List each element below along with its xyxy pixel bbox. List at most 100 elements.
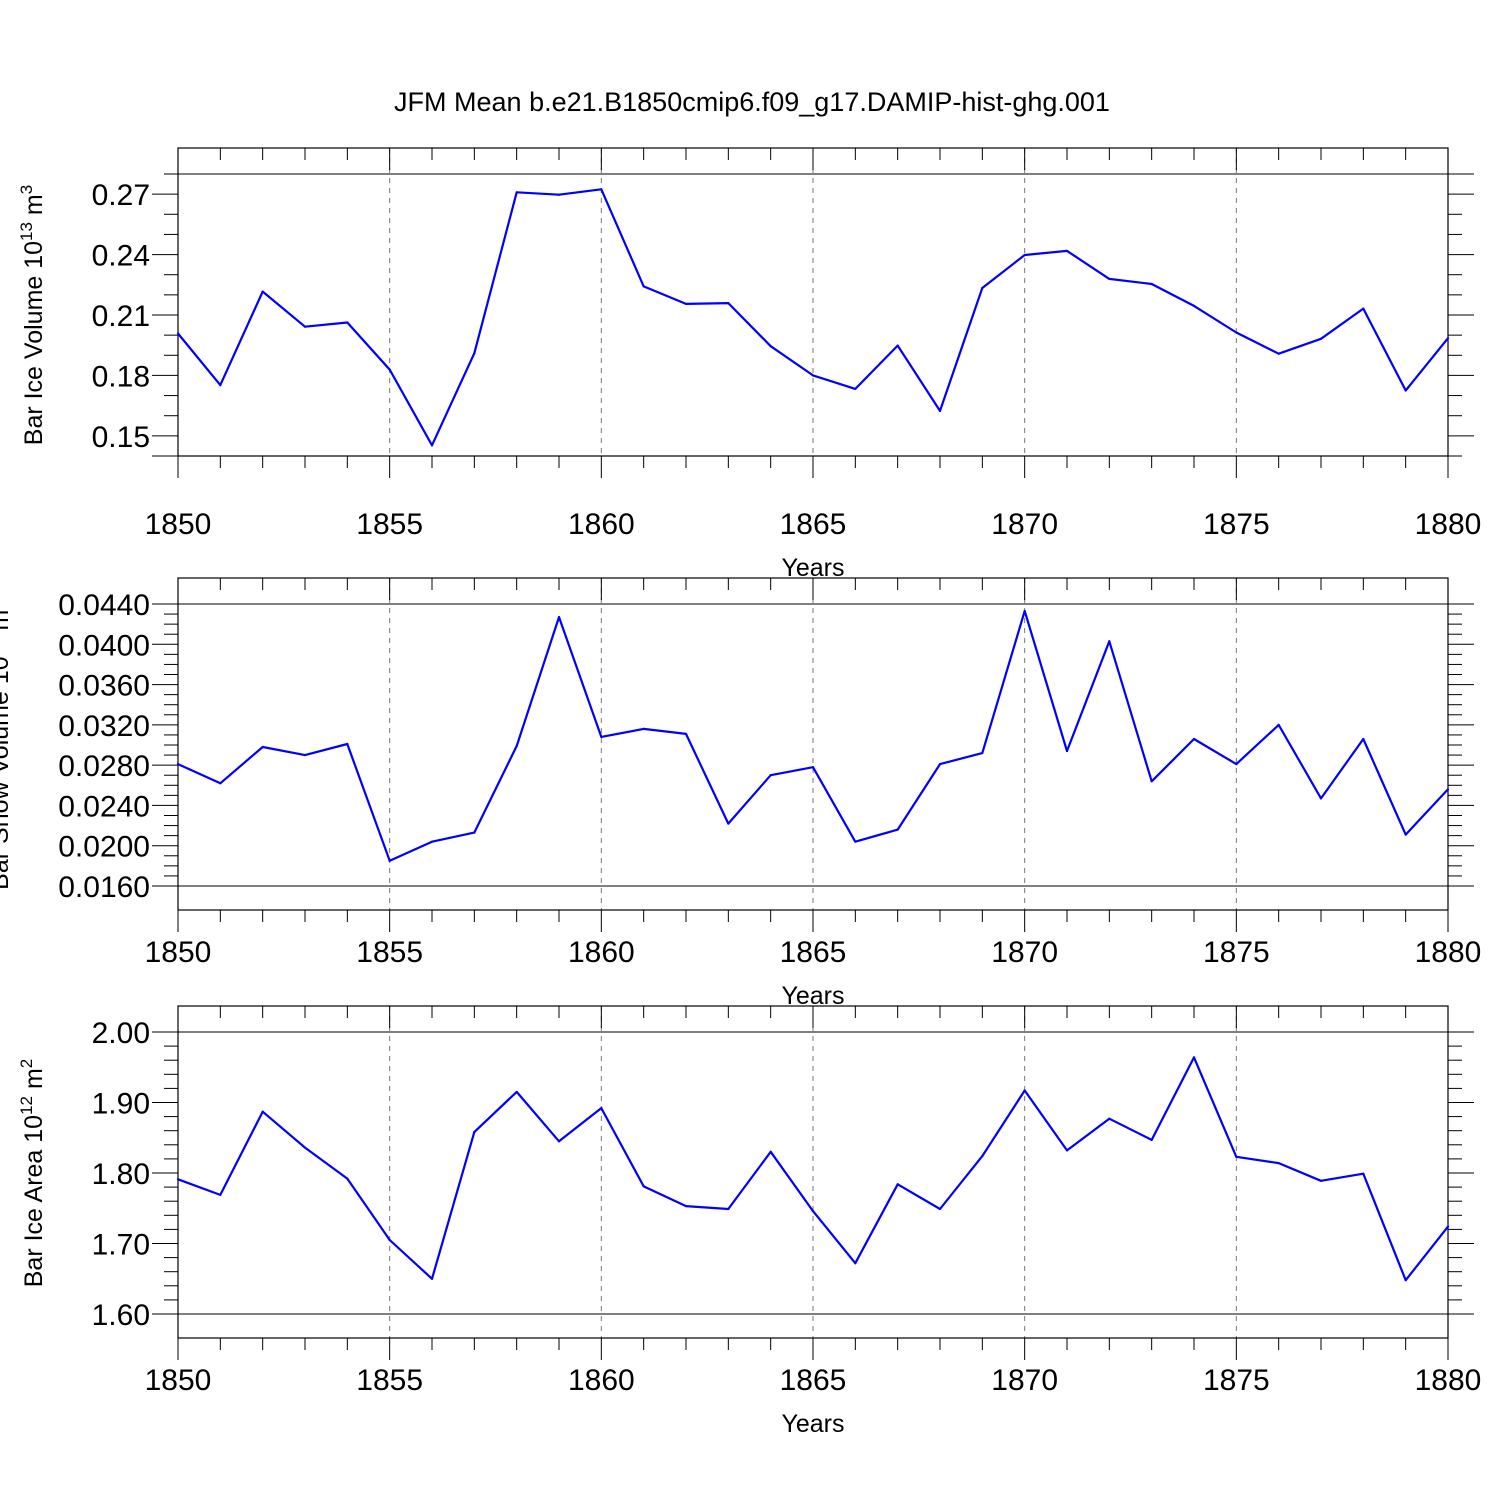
data-point <box>557 1140 561 1143</box>
data-point <box>261 1110 264 1113</box>
x-tick-label: 1880 <box>1415 936 1482 969</box>
x-tick-label: 1860 <box>568 936 635 969</box>
x-tick-label: 1855 <box>356 508 423 541</box>
data-point <box>1192 1056 1196 1059</box>
x-axis-label: Years <box>781 982 844 1010</box>
y-tick-label: 0.24 <box>92 240 150 273</box>
data-point <box>811 374 815 377</box>
data-point <box>896 828 899 831</box>
data-point <box>557 615 561 619</box>
data-point <box>557 193 561 196</box>
data-point <box>854 1262 857 1265</box>
data-point <box>1277 1162 1280 1165</box>
data-point <box>388 368 391 371</box>
y-tick-label: 0.0320 <box>58 710 150 743</box>
x-tick-label: 1865 <box>780 1364 847 1397</box>
y-axis-label: Bar Ice Volume 1013 m3 <box>17 185 48 445</box>
data-point <box>684 732 688 736</box>
data-point <box>981 1154 984 1158</box>
data-point <box>473 352 476 355</box>
data-point <box>854 840 857 843</box>
data-point <box>1277 352 1280 355</box>
y-tick-label: 1.70 <box>92 1229 150 1262</box>
x-tick-label: 1850 <box>145 1364 212 1397</box>
y-tick-label: 0.0200 <box>58 831 150 864</box>
y-tick-label: 0.0160 <box>58 871 150 904</box>
data-point <box>346 321 349 324</box>
data-point <box>600 188 603 191</box>
x-tick-label: 1870 <box>991 1364 1058 1397</box>
data-point <box>303 325 307 328</box>
data-point <box>1404 389 1407 392</box>
data-point <box>600 1107 603 1110</box>
data-point <box>388 859 391 862</box>
x-tick-label: 1875 <box>1203 508 1270 541</box>
data-point <box>938 409 942 412</box>
series-line <box>177 188 1449 447</box>
y-tick-label: 0.18 <box>92 360 150 393</box>
x-tick-label: 1860 <box>568 508 635 541</box>
x-tick-label: 1850 <box>145 508 212 541</box>
data-point <box>1446 1225 1450 1228</box>
data-point <box>219 1193 222 1196</box>
data-point <box>1192 304 1196 308</box>
x-tick-label: 1865 <box>780 936 847 969</box>
data-point <box>727 302 730 305</box>
y-tick-label: 0.0400 <box>58 629 150 662</box>
y-tick-label: 0.0280 <box>58 750 150 783</box>
data-point <box>1235 1155 1238 1158</box>
data-point <box>515 744 518 748</box>
data-point <box>261 290 264 293</box>
data-point <box>1319 337 1323 340</box>
x-tick-label: 1850 <box>145 936 212 969</box>
panel-ice-area: 1850 1855 1860 1865 1870 1875 1880 1.60 1.70 1.80… <box>17 1005 1481 1438</box>
data-point <box>515 191 518 194</box>
data-point <box>981 751 984 755</box>
data-point <box>727 1207 730 1211</box>
data-point <box>642 1185 645 1188</box>
y-tick-label: 1.90 <box>92 1088 150 1121</box>
data-point <box>854 387 857 391</box>
data-point <box>811 1209 815 1213</box>
data-point <box>1235 331 1238 334</box>
data-point <box>1150 1138 1153 1141</box>
data-point <box>303 1146 307 1149</box>
data-point <box>176 1178 180 1181</box>
data-point <box>1446 788 1450 791</box>
data-point <box>896 344 899 347</box>
data-point <box>1362 307 1365 310</box>
data-point <box>430 444 434 447</box>
data-point <box>684 1205 688 1208</box>
x-axis-label: Years <box>781 554 844 582</box>
data-point <box>981 286 984 290</box>
y-tick-label: 0.0240 <box>58 790 150 823</box>
x-tick-label: 1860 <box>568 1364 635 1397</box>
data-point <box>1192 737 1196 741</box>
x-tick-label: 1855 <box>356 936 423 969</box>
y-tick-label: 2.00 <box>92 1017 150 1050</box>
data-point <box>473 831 476 834</box>
data-point <box>642 727 645 730</box>
x-tick-label: 1875 <box>1203 936 1270 969</box>
data-point <box>1319 1179 1323 1182</box>
x-tick-label: 1870 <box>991 508 1058 541</box>
data-point <box>769 1150 772 1153</box>
data-point <box>1404 1279 1407 1282</box>
x-tick-label: 1880 <box>1415 508 1482 541</box>
data-point <box>1277 723 1280 726</box>
data-point <box>219 782 222 785</box>
data-point <box>769 345 772 348</box>
data-point <box>388 1238 391 1242</box>
y-axis-label: Bar Snow Volume 1013 m3 <box>0 600 14 890</box>
data-point <box>1150 282 1153 286</box>
y-axis-label: Bar Ice Area 1012 m2 <box>17 1059 48 1288</box>
data-point <box>1235 763 1238 766</box>
chart-title: JFM Mean b.e21.B1850cmip6.f09_g17.DAMIP-… <box>394 87 1110 117</box>
data-point <box>1023 253 1026 257</box>
data-point <box>1404 833 1407 836</box>
x-tick-label: 1855 <box>356 1364 423 1397</box>
data-point <box>811 766 815 769</box>
x-axis-label: Years <box>781 1410 844 1438</box>
data-point <box>642 285 645 288</box>
data-point <box>303 753 307 757</box>
